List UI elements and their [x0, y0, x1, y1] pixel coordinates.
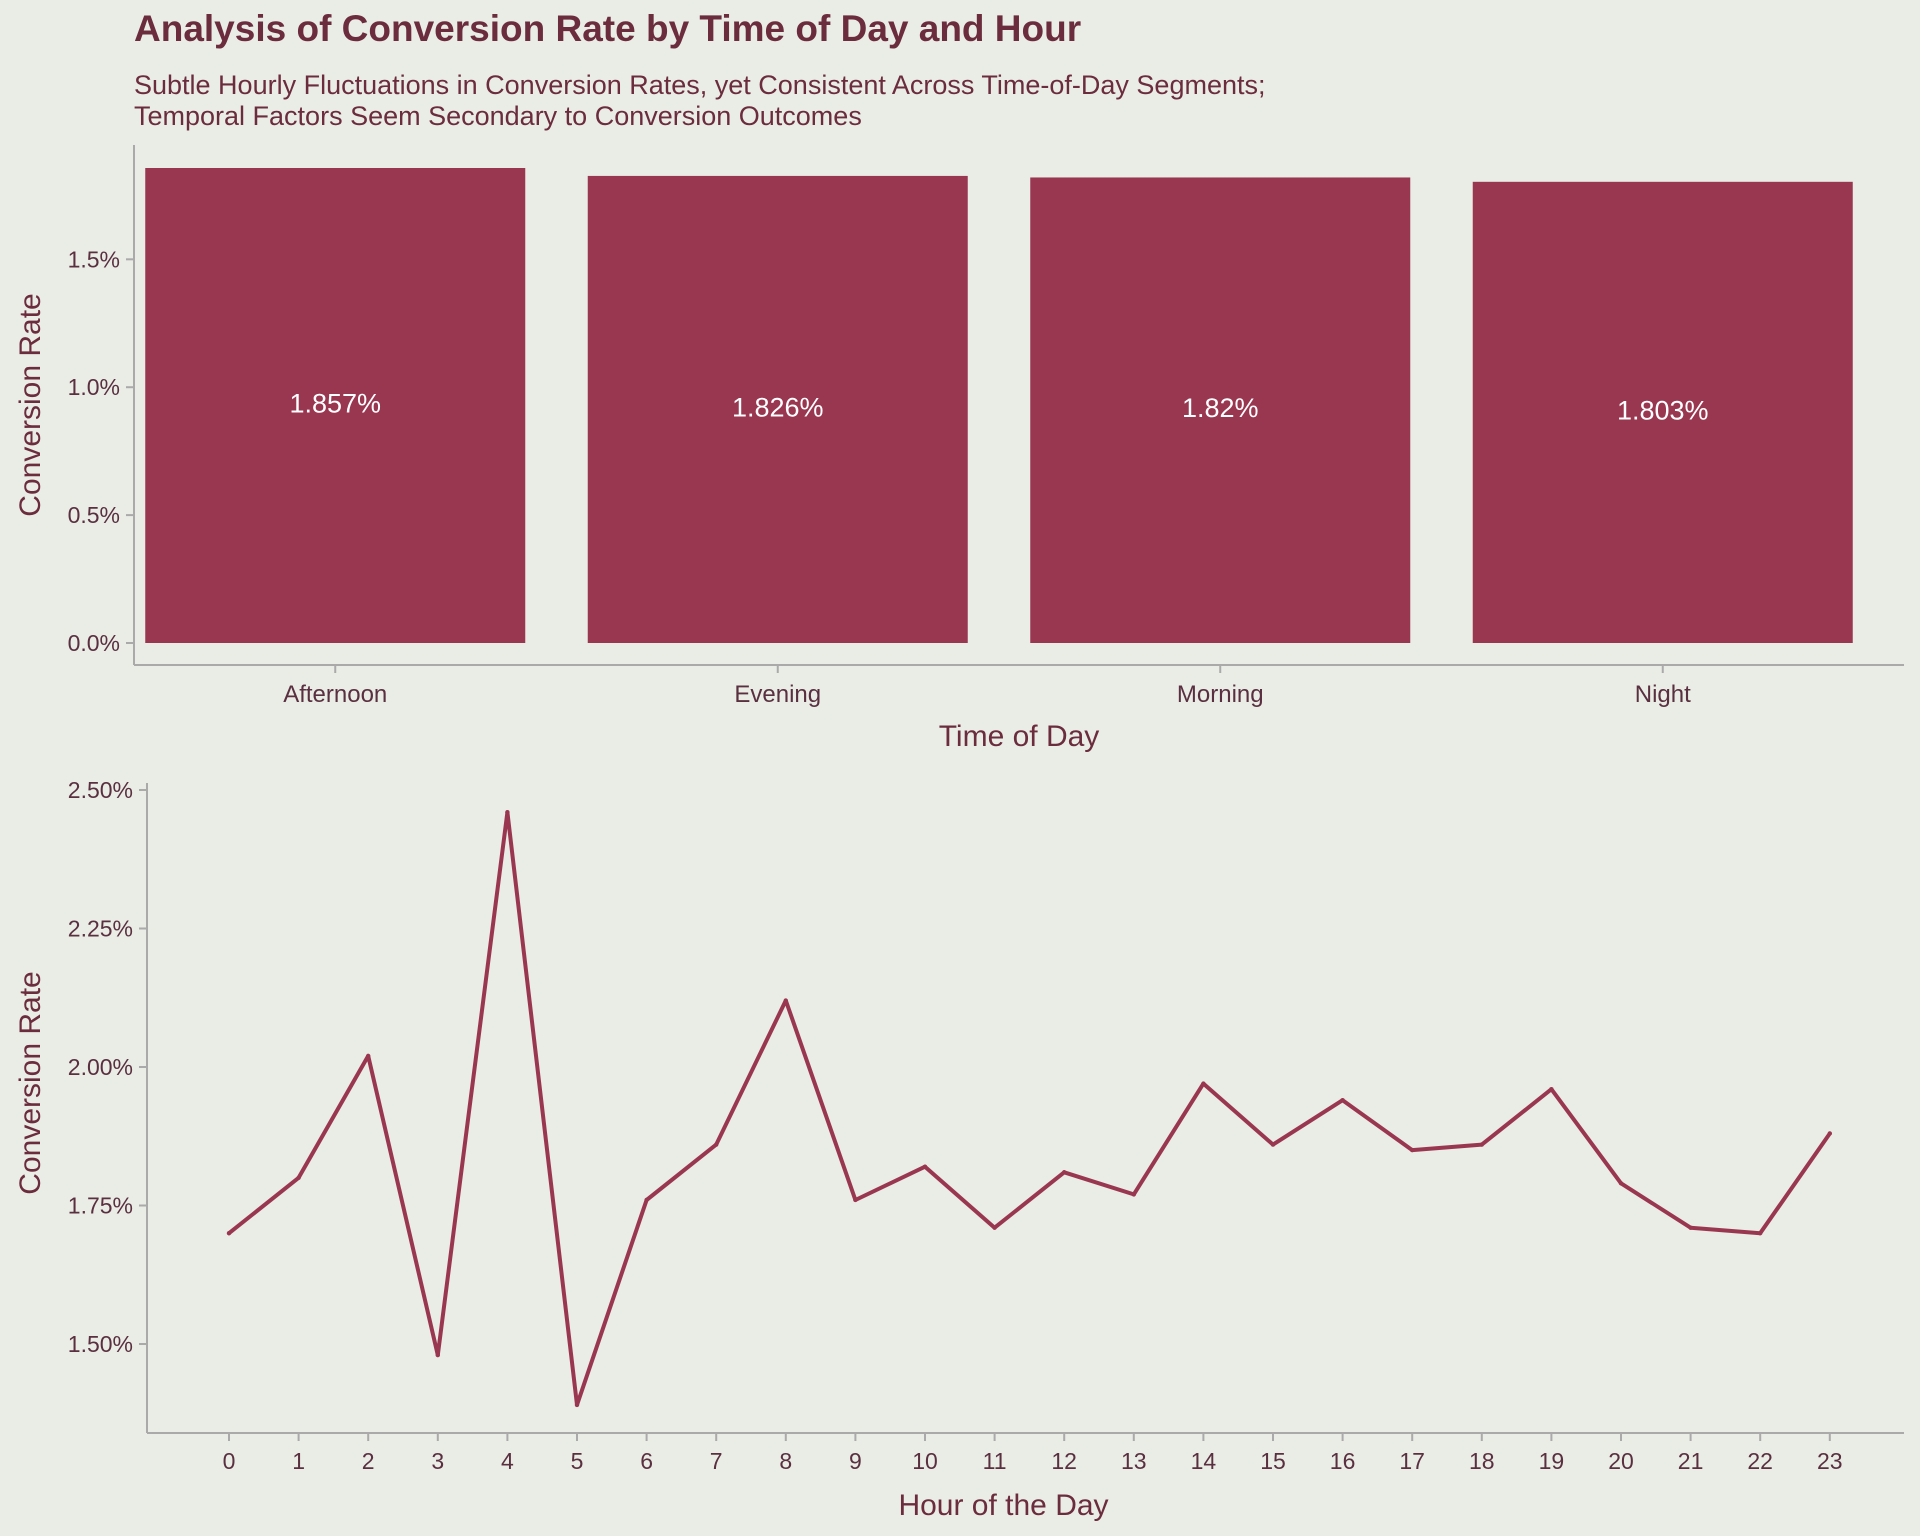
data-point — [1131, 1192, 1137, 1197]
bar-chart: 0.0% 0.5% 1.0% 1.5% 1.857% Afternoon 1.826% Eve… — [14, 145, 1904, 753]
data-point — [1827, 1131, 1833, 1136]
bar — [1030, 177, 1411, 644]
line-x-tick-label: 14 — [1191, 1448, 1217, 1474]
data-point — [1340, 1098, 1345, 1103]
bar-data-label: 1.82% — [1182, 393, 1259, 423]
line-y-tick-label: 2.50% — [68, 777, 133, 803]
data-point — [1688, 1225, 1693, 1230]
bar-data-label: 1.857% — [289, 389, 381, 419]
data-point — [296, 1175, 301, 1181]
data-point — [1201, 1081, 1206, 1086]
bar-y-tick-label: 1.5% — [68, 246, 120, 272]
line-x-tick-label: 10 — [912, 1448, 938, 1474]
line-x-tick-label: 12 — [1051, 1448, 1077, 1474]
data-point — [574, 1402, 580, 1408]
data-point — [714, 1142, 719, 1147]
data-point — [922, 1164, 928, 1169]
line-x-tick-label: 11 — [983, 1448, 1007, 1474]
data-point — [1062, 1170, 1067, 1175]
line-x-tick-label: 6 — [640, 1448, 653, 1474]
subtitle-line-2: Temporal Factors Seem Secondary to Conve… — [134, 101, 862, 131]
line-x-tick-label: 17 — [1399, 1448, 1425, 1474]
data-point — [1618, 1181, 1624, 1186]
line-x-tick-label: 9 — [849, 1448, 862, 1474]
bar-x-tick-label: Evening — [734, 681, 821, 708]
line-x-tick-label: 0 — [223, 1448, 236, 1474]
bar-y-axis-title: Conversion Rate — [14, 293, 47, 516]
line-x-tick-label: 20 — [1608, 1448, 1634, 1474]
data-point — [226, 1231, 232, 1236]
bar-y-tick-label: 1.0% — [68, 374, 120, 400]
bar-y-tick-label: 0.0% — [68, 630, 120, 656]
line-x-tick-label: 7 — [710, 1448, 723, 1474]
series-line — [227, 810, 1832, 1407]
line-y-tick-label: 1.50% — [68, 1331, 133, 1357]
line-x-axis-title: Hour of the Day — [898, 1489, 1108, 1522]
line-x-tick-label: 21 — [1678, 1448, 1704, 1474]
line-x-tick-label: 16 — [1330, 1448, 1356, 1474]
line-x-tick-label: 2 — [362, 1448, 375, 1474]
line-y-axis-title: Conversion Rate — [14, 971, 47, 1194]
line-x-tick-label: 1 — [292, 1448, 305, 1474]
bar-data-label: 1.826% — [732, 392, 824, 422]
data-point — [1270, 1142, 1276, 1147]
bar-x-tick-label: Night — [1635, 681, 1691, 708]
bar-data-label: 1.803% — [1617, 395, 1709, 425]
chart-subtitle: Subtle Hourly Fluctuations in Conversion… — [134, 70, 1265, 132]
data-point — [366, 1053, 371, 1059]
bar-y-tick-label: 0.5% — [68, 502, 120, 528]
line-x-tick-label: 18 — [1469, 1448, 1495, 1474]
data-point — [1549, 1086, 1554, 1092]
line-y-tick-label: 2.00% — [68, 1054, 133, 1080]
bar-x-axis-title: Time of Day — [939, 720, 1100, 753]
line-chart: 1.50%1.75%2.00%2.25%2.50%0 1 2 3 4 5 6 7 8 9 10 11 1… — [14, 777, 1904, 1522]
data-point — [853, 1197, 858, 1203]
line-x-tick-label: 19 — [1539, 1448, 1565, 1474]
data-point — [1758, 1231, 1763, 1236]
bar-x-tick-label: Afternoon — [283, 681, 387, 708]
chart-title: Analysis of Conversion Rate by Time of D… — [134, 8, 1082, 49]
line-x-tick-label: 4 — [501, 1448, 514, 1474]
bar — [1472, 181, 1853, 643]
subtitle-line-1: Subtle Hourly Fluctuations in Conversion… — [134, 70, 1266, 100]
line-x-tick-label: 22 — [1747, 1448, 1773, 1474]
line-y-tick-label: 2.25% — [68, 916, 133, 942]
bar — [145, 168, 526, 643]
line-x-tick-label: 3 — [431, 1448, 444, 1474]
bar — [587, 175, 968, 644]
line-x-tick-label: 5 — [571, 1448, 584, 1474]
data-point — [992, 1225, 997, 1230]
line-x-tick-label: 23 — [1817, 1448, 1843, 1474]
data-point — [1410, 1147, 1415, 1153]
data-point — [505, 809, 510, 815]
line-y-tick-label: 1.75% — [68, 1193, 133, 1219]
line-x-tick-label: 13 — [1121, 1448, 1147, 1474]
data-point — [644, 1197, 649, 1203]
data-point — [435, 1352, 440, 1358]
bar-x-tick-label: Morning — [1177, 681, 1264, 708]
data-point — [783, 998, 788, 1003]
data-point — [1479, 1142, 1485, 1147]
line-x-tick-label: 15 — [1260, 1448, 1286, 1474]
line-x-tick-label: 8 — [779, 1448, 792, 1474]
